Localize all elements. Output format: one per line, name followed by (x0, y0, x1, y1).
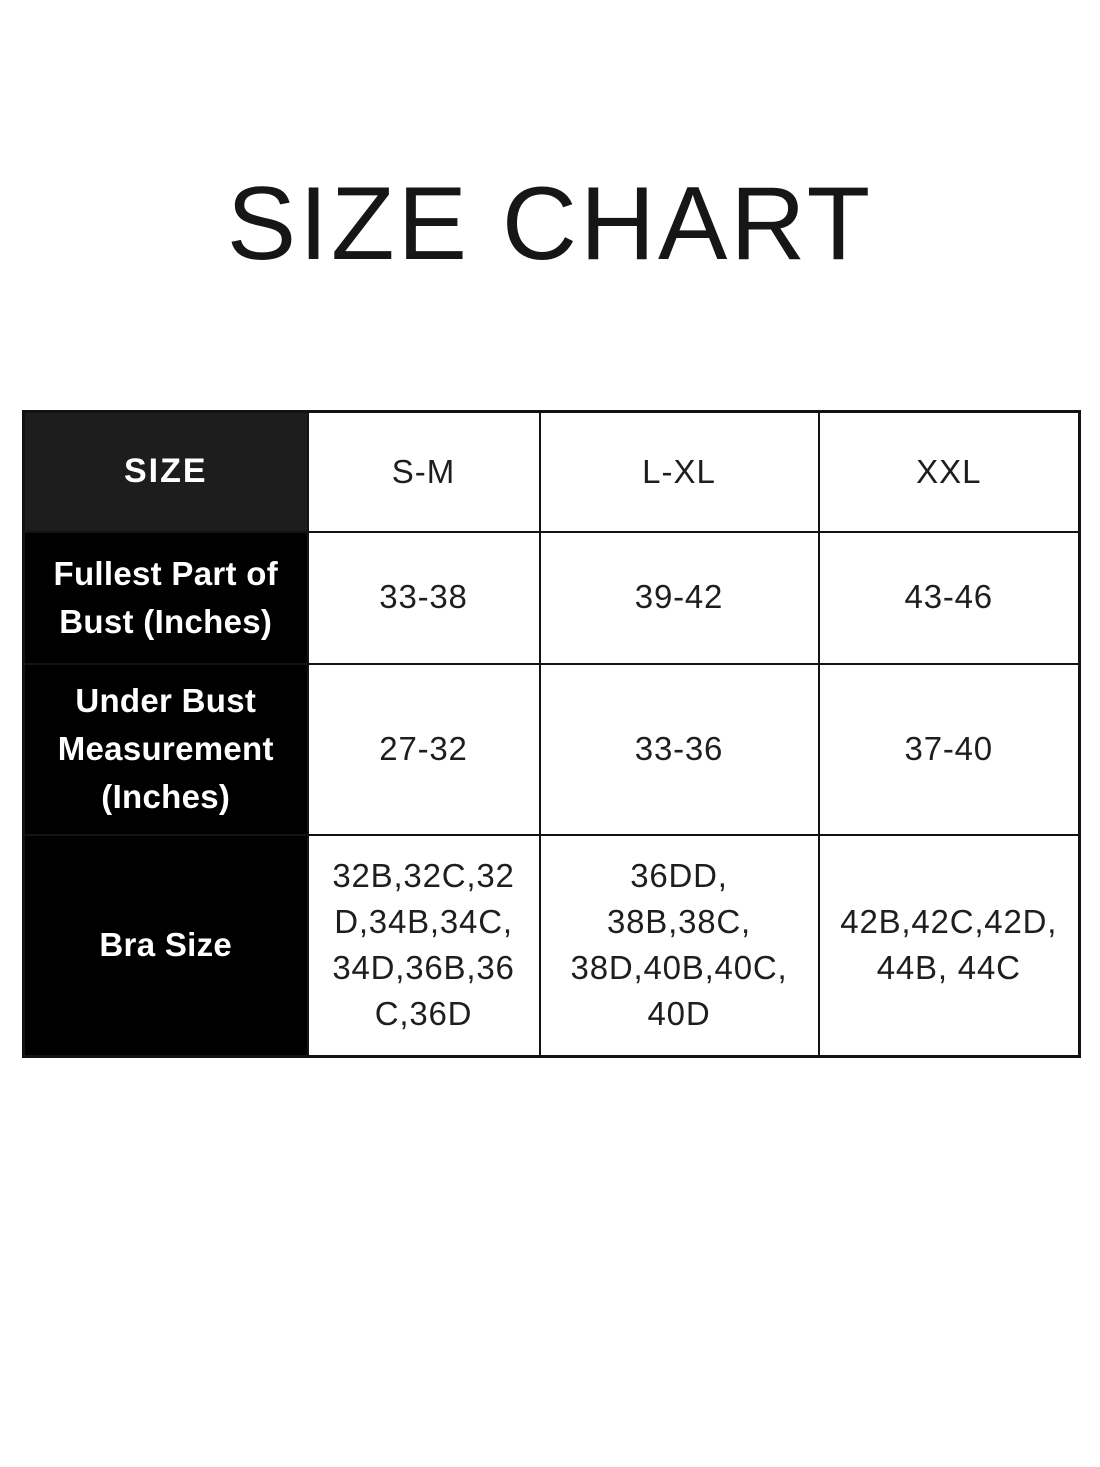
page-title: SIZE CHART (226, 166, 874, 282)
table-header-row: SIZE S-M L-XL XXL (22, 410, 1081, 533)
under-bust-xxl-value: 37-40 (817, 662, 1081, 836)
table-row-bra-size: Bra Size 32B,32C,32 D,34B,34C, 34D,36B,3… (22, 833, 1081, 1058)
row-label-bra-size: Bra Size (22, 833, 309, 1058)
fullest-bust-s-m-value: 33-38 (306, 530, 541, 665)
column-header-l-xl: L-XL (538, 410, 820, 533)
bra-size-l-xl-value: 36DD, 38B,38C, 38D,40B,40C, 40D (538, 833, 820, 1058)
bra-size-s-m-value: 32B,32C,32 D,34B,34C, 34D,36B,36 C,36D (306, 833, 541, 1058)
size-chart-table: SIZE S-M L-XL XXL Fullest Part of Bust (… (22, 410, 1081, 1058)
fullest-bust-xxl-value: 43-46 (817, 530, 1081, 665)
column-header-s-m: S-M (306, 410, 541, 533)
table-row-fullest-bust: Fullest Part of Bust (Inches) 33-38 39-4… (22, 530, 1081, 665)
row-label-under-bust: Under Bust Measurement (Inches) (22, 662, 309, 836)
fullest-bust-l-xl-value: 39-42 (538, 530, 820, 665)
table-row-under-bust: Under Bust Measurement (Inches) 27-32 33… (22, 662, 1081, 836)
bra-size-xxl-value: 42B,42C,42D, 44B, 44C (817, 833, 1081, 1058)
under-bust-l-xl-value: 33-36 (538, 662, 820, 836)
column-header-xxl: XXL (817, 410, 1081, 533)
size-header-cell: SIZE (22, 410, 309, 533)
row-label-fullest-bust: Fullest Part of Bust (Inches) (22, 530, 309, 665)
under-bust-s-m-value: 27-32 (306, 662, 541, 836)
